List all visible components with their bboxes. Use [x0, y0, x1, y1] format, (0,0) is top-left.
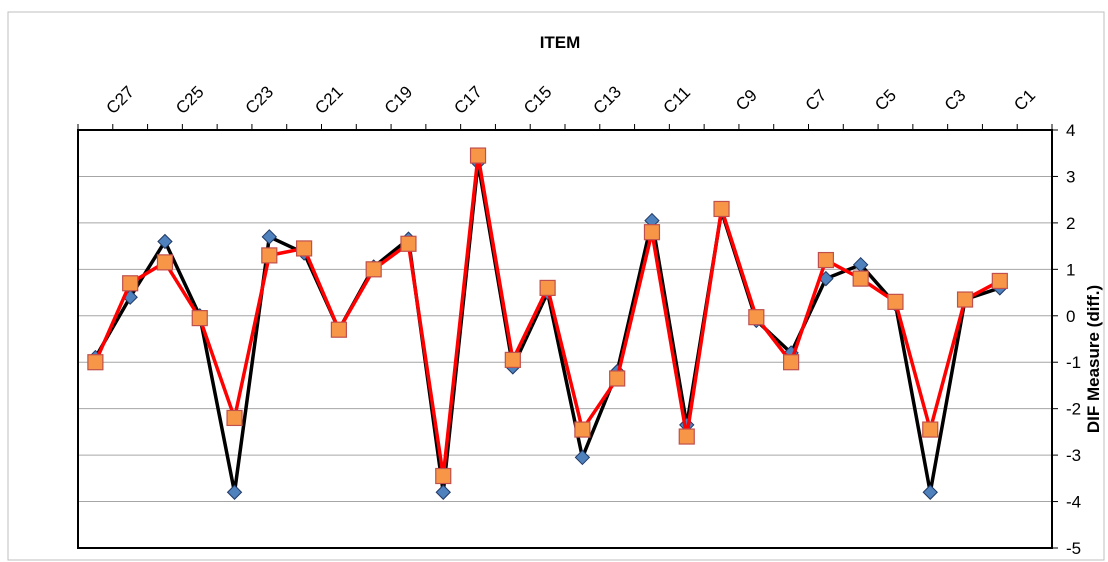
y-tick-label: 1 [1066, 260, 1075, 279]
data-point-square [400, 235, 417, 252]
data-point-square [122, 275, 139, 292]
data-point-square [713, 200, 730, 218]
data-point-square [643, 224, 661, 241]
data-point-diamond [574, 449, 591, 466]
y-axis: 4 3 2 1 0 -1 -2 -3 -4 -5 [1052, 121, 1081, 558]
y-tick-label: 0 [1066, 307, 1075, 326]
data-point-square [156, 254, 174, 271]
data-point-square [191, 310, 208, 327]
data-point-square [991, 272, 1008, 290]
data-point-square [852, 270, 869, 287]
y-tick-label: 3 [1066, 167, 1075, 186]
data-point-square [748, 309, 765, 326]
data-point-square [609, 370, 626, 387]
data-point-square [330, 321, 347, 338]
y-tick-label: 2 [1066, 214, 1075, 233]
data-point-diamond [435, 484, 451, 500]
data-point-square [365, 261, 382, 278]
y-tick-label: -3 [1066, 446, 1081, 465]
data-point-square [887, 293, 904, 310]
y-tick-label: -4 [1066, 493, 1081, 512]
series [87, 147, 1008, 500]
data-point-diamond [157, 233, 173, 250]
chart-frame [7, 11, 1105, 561]
data-point-square [435, 467, 452, 485]
chart-title: ITEM [540, 33, 581, 52]
data-point-square [261, 247, 278, 264]
data-point-square [504, 351, 521, 368]
data-point-square [678, 428, 695, 445]
data-point-square [539, 279, 556, 297]
data-point-diamond [226, 484, 243, 500]
data-point-square [226, 409, 243, 427]
data-point-square [922, 421, 939, 438]
data-point-diamond [261, 229, 278, 245]
y-axis-label: DIF Measure (diff.) [1084, 285, 1103, 433]
data-point-square [296, 240, 313, 257]
y-tick-label: -2 [1066, 400, 1081, 419]
data-point-square [87, 354, 104, 371]
data-point-square [469, 147, 487, 164]
y-tick-label: -5 [1066, 539, 1081, 558]
data-point-square [817, 251, 834, 269]
y-tick-label: 4 [1066, 121, 1075, 140]
y-tick-label: -1 [1066, 353, 1081, 372]
data-point-square [574, 421, 591, 438]
data-point-square [956, 291, 974, 308]
data-point-square [783, 354, 800, 371]
data-point-diamond [922, 484, 938, 500]
